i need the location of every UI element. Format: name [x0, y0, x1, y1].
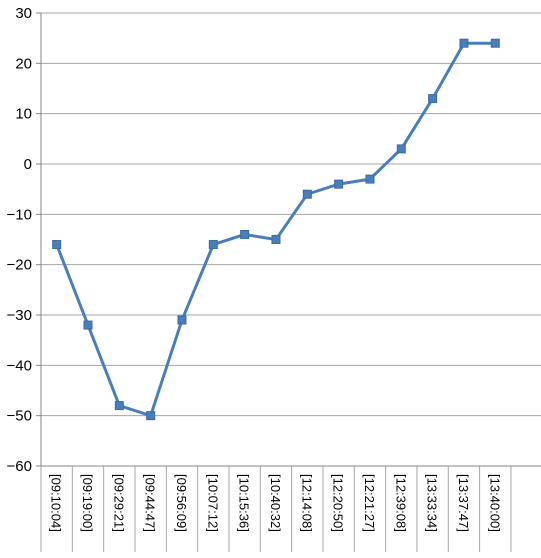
y-tick-label: 10 [15, 106, 32, 123]
y-tick-label: −50 [7, 408, 32, 425]
data-point-marker [334, 179, 344, 189]
data-point-marker [240, 229, 250, 239]
x-tick-label: [09:44:47] [143, 474, 158, 532]
gridlines [41, 12, 541, 467]
x-tick-label: [13:33:34] [425, 474, 440, 532]
data-point-marker [83, 320, 93, 330]
x-tick-label: [10:40:32] [268, 474, 283, 532]
x-tick-label: [12:21:27] [362, 474, 377, 532]
data-point-marker [459, 38, 469, 48]
y-tick-label: 30 [15, 5, 32, 22]
y-axis: −60 −50 −40 −30 −20 −10 0 10 20 30 [7, 5, 42, 475]
y-tick-label: −10 [7, 206, 32, 223]
x-tick-label: [09:10:04] [49, 474, 64, 532]
x-tick-label: [13:37:47] [456, 474, 471, 532]
y-tick-label: −40 [7, 357, 32, 374]
x-axis: [09:10:04] [09:19:00] [09:29:21] [09:44:47]… [40, 465, 541, 552]
data-series [52, 38, 500, 421]
y-tick-label: −20 [7, 257, 32, 274]
x-tick-label: [12:39:08] [393, 474, 408, 532]
x-tick-label: [12:14:08] [299, 474, 314, 532]
y-tick-label: 0 [24, 156, 32, 173]
x-tick-label: [10:15:36] [237, 474, 252, 532]
data-point-marker [490, 38, 500, 48]
data-point-marker [114, 401, 124, 411]
data-point-marker [52, 240, 62, 250]
y-tick-label: −60 [7, 458, 32, 475]
y-tick-label: −30 [7, 307, 32, 324]
data-point-marker [365, 174, 375, 184]
data-point-marker [208, 240, 218, 250]
data-point-marker [302, 189, 312, 199]
x-tick-label: [09:56:09] [174, 474, 189, 532]
y-tick-label: 20 [15, 55, 32, 72]
x-tick-label: [13:40:00] [487, 474, 502, 532]
x-tick-label: [10:07:12] [205, 474, 220, 532]
x-tick-label: [12:20:50] [331, 474, 346, 532]
data-point-marker [146, 411, 156, 421]
data-point-marker [271, 235, 281, 244]
data-point-marker [428, 94, 438, 104]
x-tick-label: [09:19:00] [80, 474, 95, 532]
x-tick-label: [09:29:21] [111, 474, 126, 532]
data-point-marker [177, 315, 187, 325]
data-point-marker [396, 144, 406, 154]
